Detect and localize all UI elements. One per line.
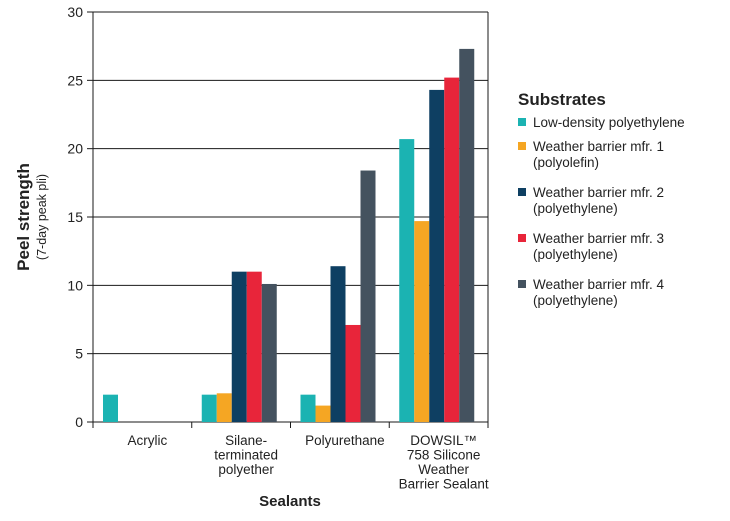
bar [261,283,277,422]
bar [216,393,232,422]
bar [459,48,475,423]
legend-label: Weather barrier mfr. 2 [533,185,664,200]
x-tick-label: terminated [214,448,278,463]
bar [360,170,376,422]
bar [444,77,460,422]
legend-swatch [518,280,526,288]
bar [300,394,316,422]
y-tick-label: 5 [75,346,83,362]
x-tick-label: Weather [418,462,469,477]
legend-swatch [518,188,526,196]
y-tick-label: 10 [67,277,83,293]
y-tick-label: 20 [67,141,83,157]
legend-label: (polyethylene) [533,201,618,216]
bar [246,271,262,422]
bar [399,139,415,422]
bar [315,405,331,422]
y-tick-label: 15 [67,209,83,225]
legend-label: (polyethylene) [533,293,618,308]
y-tick-label: 0 [75,414,83,430]
x-tick-label: Acrylic [128,433,168,448]
bar [414,221,430,422]
x-tick-label: Silane- [225,433,267,448]
legend-swatch [518,118,526,126]
legend-label: Weather barrier mfr. 1 [533,139,664,154]
y-tick-label: 25 [67,72,83,88]
x-tick-label: polyether [218,462,274,477]
bar [330,266,346,422]
x-axis-title: Sealants [259,493,321,510]
x-tick-label: Barrier Sealant [399,477,489,492]
legend-label: (polyolefin) [533,155,599,170]
x-tick-label: DOWSIL™ [410,433,477,448]
bar [103,394,118,422]
legend-label: Weather barrier mfr. 3 [533,231,664,246]
legend-swatch [518,142,526,150]
x-tick-label: 758 Silicone [407,448,481,463]
bar [429,89,445,423]
bar [345,324,361,422]
bar [201,394,217,422]
legend-title: Substrates [518,90,606,109]
y-axis-title: Peel strength [14,163,33,271]
y-axis-subtitle: (7-day peak pli) [35,174,49,260]
legend-label: Weather barrier mfr. 4 [533,277,665,292]
x-tick-label: Polyurethane [305,433,385,448]
legend-label: (polyethylene) [533,247,618,262]
bar [231,271,247,422]
legend-label: Low-density polyethylene [533,115,685,130]
y-tick-label: 30 [67,4,83,20]
legend-swatch [518,234,526,242]
